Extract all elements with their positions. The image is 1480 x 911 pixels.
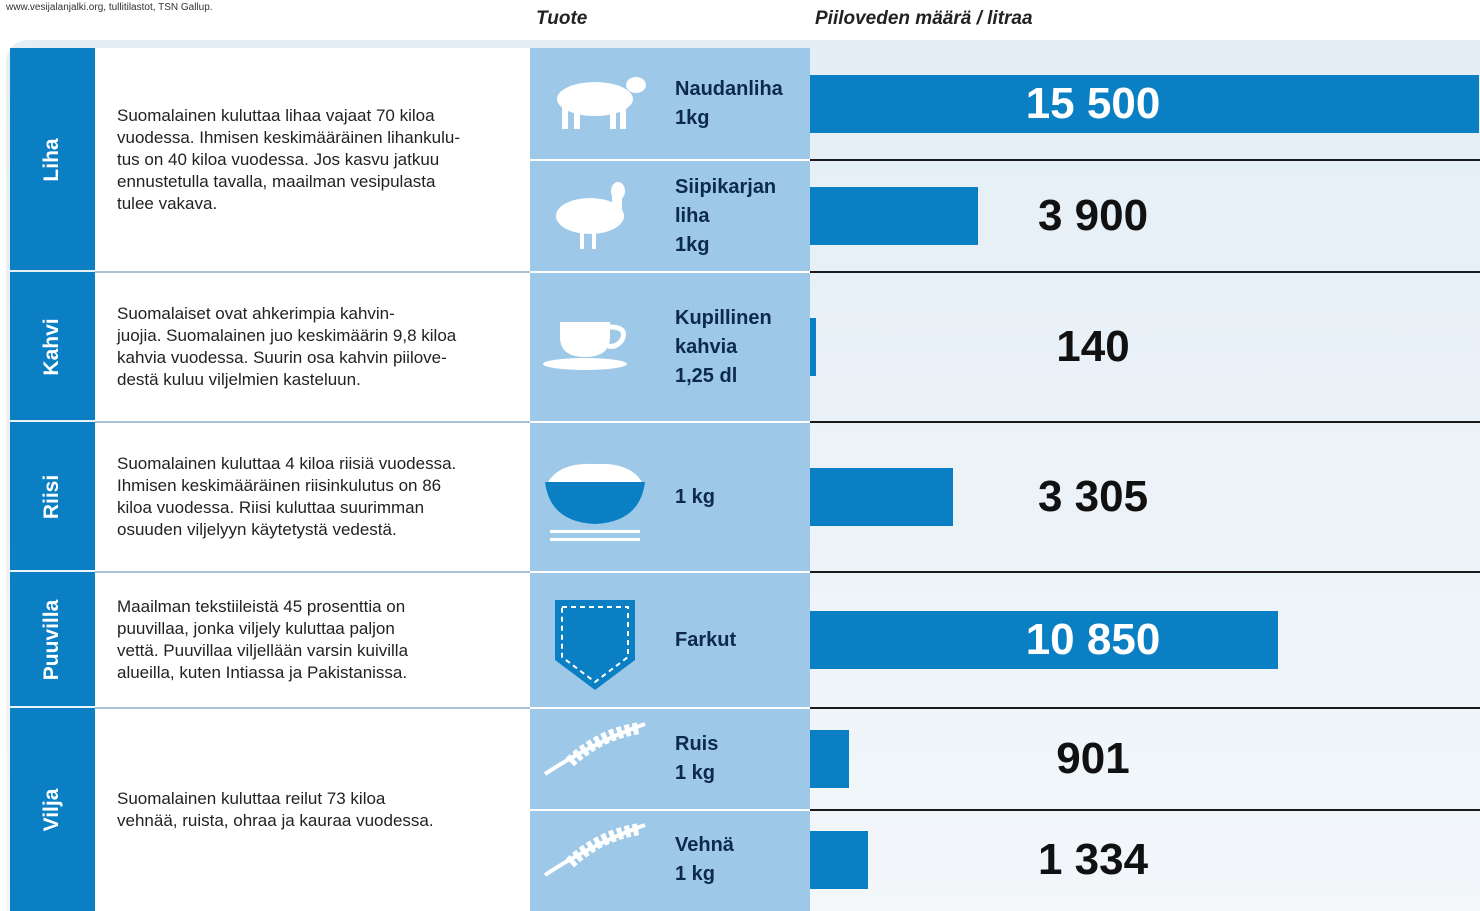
product-name: Naudanliha 1kg — [675, 75, 783, 133]
bar — [810, 831, 868, 890]
description-line: Ihmisen keskimääräinen riisinkulutus on … — [117, 476, 442, 495]
value-label: 140 — [1056, 322, 1130, 371]
description: Maailman tekstiileistä 45 prosenttia on p… — [117, 596, 527, 684]
product-separator — [530, 571, 810, 573]
product-name-line: 1 kg — [675, 863, 716, 886]
row-separator — [810, 808, 1480, 811]
description-line: Suomalainen kuluttaa lihaa vajaat 70 kil… — [117, 106, 435, 125]
description: Suomalainen kuluttaa 4 kiloa riisiä vuod… — [117, 453, 527, 541]
description-line: kiloa vuodessa. Riisi kuluttaa suurimman — [117, 498, 425, 517]
value-label: 3 305 — [1037, 472, 1149, 521]
description-line: vettä. Puuvillaa viljellään varsin kuivi… — [117, 641, 409, 660]
bar — [810, 187, 979, 245]
category-label: Vilja — [40, 788, 63, 831]
product-name: Farkut — [675, 626, 736, 655]
description-line: juojia. Suomalainen juo keskimäärin 9,8 … — [117, 326, 457, 345]
product-name: Ruis 1 kg — [675, 730, 718, 788]
product-separator — [530, 707, 810, 709]
text-separator — [95, 421, 530, 423]
description-line: Suomalainen kuluttaa 4 kiloa riisiä vuod… — [117, 454, 457, 473]
product-header: Tuote — [536, 8, 588, 29]
description-line: Maailman tekstiileistä 45 prosenttia on — [117, 597, 406, 616]
product-name-line: 1kg — [675, 107, 710, 129]
description-line: puuvillaa, jonka viljely kuluttaa paljon — [117, 619, 395, 638]
product-separator — [530, 271, 810, 273]
bar — [810, 318, 817, 376]
product-name: Vehnä 1 kg — [675, 831, 734, 889]
product-name-line: Naudanliha — [675, 78, 783, 100]
description-line: Suomalaiset ovat ahkerimpia kahvin- — [117, 304, 395, 323]
product-name-line: Siipikarjan — [675, 175, 777, 198]
category-label: Puuvilla — [40, 599, 63, 681]
bar — [810, 611, 1279, 669]
product-separator — [530, 159, 810, 161]
category-label: Riisi — [40, 474, 63, 520]
product-name-line: Farkut — [675, 628, 737, 651]
source: www.vesijalanjalki.org, tullitilastot, T… — [6, 2, 213, 13]
product-icon — [557, 77, 646, 129]
description-line: alueilla, kuten Intiassa ja Pakistanissa… — [117, 663, 408, 682]
product-name-line: liha — [675, 204, 710, 227]
product-separator — [530, 808, 810, 811]
product-icon — [556, 182, 625, 249]
description: Suomalainen kuluttaa reilut 73 kiloa vehn… — [117, 788, 527, 832]
category-band — [10, 422, 95, 570]
product-name: Siipikarjan liha 1kg — [675, 173, 776, 260]
text-separator — [95, 707, 530, 709]
category-band — [10, 272, 95, 420]
value-label: 1 334 — [1037, 835, 1149, 885]
description-line: kahvia vuodessa. Suurin osa kahvin piilo… — [117, 348, 447, 367]
product-name-line: 1 kg — [675, 485, 716, 508]
product-name-line: kahvia — [675, 335, 738, 358]
product-name-line: Ruis — [675, 732, 719, 755]
product-name-line: Kupillinen — [675, 306, 772, 329]
product-name: 1 kg — [675, 483, 715, 512]
product-icon — [543, 721, 646, 776]
row-separator — [810, 707, 1480, 709]
value-label: 15 500 — [1025, 79, 1161, 128]
product-name-line: 1 kg — [675, 761, 716, 784]
product-separator — [530, 421, 810, 423]
bar — [810, 468, 953, 526]
text-separator — [95, 271, 530, 273]
text-separator — [95, 571, 530, 573]
description-line: destä kuluu viljelmien kasteluun. — [117, 370, 361, 389]
row-separator — [810, 421, 1480, 423]
category-band — [10, 48, 95, 270]
category-band — [10, 572, 95, 706]
product-icon — [543, 823, 646, 877]
category-label: Liha — [40, 138, 63, 182]
description: Suomalainen kuluttaa lihaa vajaat 70 kil… — [117, 105, 527, 215]
product-name-line: Vehnä — [675, 834, 734, 857]
product-name-line: 1,25 dl — [675, 364, 738, 387]
description-line: ennustetulla tavalla, maailman vesipulas… — [117, 172, 436, 191]
product-icon — [545, 463, 645, 541]
product-name: Kupillinen kahvia 1,25 dl — [675, 304, 772, 391]
bar — [810, 75, 1479, 133]
category-label: Kahvi — [40, 318, 63, 376]
bar — [810, 729, 849, 788]
description-line: vuodessa. Ihmisen keskimääräinen lihanku… — [117, 128, 461, 147]
row-separator — [810, 571, 1480, 573]
product-icon — [543, 322, 627, 370]
value-label: 901 — [1056, 733, 1130, 783]
description-line: tus on 40 kiloa vuodessa. Jos kasvu jatk… — [117, 150, 440, 169]
product-name-line: 1kg — [675, 233, 710, 256]
description-line: tulee vakava. — [117, 194, 218, 213]
amount-header: Piiloveden määrä / litraa — [815, 8, 1033, 29]
description-line: osuuden viljelyyn käytetystä vedestä. — [117, 520, 397, 539]
row-separator — [810, 159, 1480, 161]
description: Suomalaiset ovat ahkerimpia kahvin-juoji… — [117, 303, 527, 391]
description-line: Suomalainen kuluttaa reilut 73 kiloa — [117, 788, 386, 808]
category-band — [10, 708, 95, 911]
value-label: 3 900 — [1037, 191, 1149, 240]
value-label: 10 850 — [1025, 615, 1161, 664]
product-icon — [555, 600, 635, 690]
description-line: vehnää, ruista, ohraa ja kauraa vuodessa… — [117, 810, 434, 830]
row-separator — [810, 271, 1480, 273]
